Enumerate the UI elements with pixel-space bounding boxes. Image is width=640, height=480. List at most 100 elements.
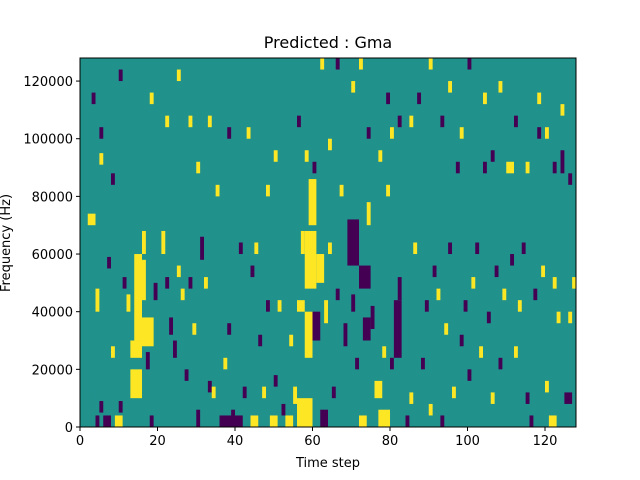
heatmap-cell	[498, 81, 503, 93]
heatmap-cell	[339, 184, 344, 197]
heatmap-cell	[142, 317, 154, 347]
heatmap-cell	[111, 173, 115, 185]
heatmap-cell	[173, 340, 177, 358]
heatmap-cell	[490, 392, 495, 404]
heatmap-cell	[297, 115, 301, 128]
heatmap-cell	[289, 334, 294, 347]
heatmap-cell	[467, 58, 472, 70]
heatmap-cell	[196, 409, 201, 427]
heatmap-cell	[479, 346, 484, 358]
heatmap-cell	[424, 300, 429, 312]
heatmap-cell	[130, 340, 143, 358]
heatmap-cell	[362, 317, 371, 341]
y-tick-label: 100000	[23, 133, 73, 148]
heatmap-cell	[169, 317, 174, 335]
heatmap-cell	[196, 161, 201, 174]
x-axis-label: Time step	[295, 456, 360, 471]
heatmap-cell	[246, 127, 251, 139]
heatmap-cell	[459, 127, 464, 139]
heatmap-cell	[285, 415, 294, 427]
heatmap-cell	[219, 415, 235, 427]
heatmap-cell	[111, 346, 115, 358]
heatmap-cell	[440, 415, 445, 427]
heatmap-cell	[517, 300, 522, 312]
heatmap-cell	[448, 81, 453, 93]
heatmap-cell	[149, 415, 154, 427]
chart-title: Predicted : Gma	[264, 33, 392, 52]
heatmap-cell	[486, 311, 491, 324]
heatmap-cell	[397, 115, 402, 128]
plot-frame	[79, 57, 577, 428]
heatmap-cell	[95, 288, 100, 312]
heatmap-cell	[560, 104, 565, 116]
heatmap-cell	[269, 415, 278, 427]
heatmap-cell	[91, 389, 96, 399]
heatmap-cell	[250, 415, 259, 427]
heatmap-cell	[207, 380, 212, 393]
heatmap-cell	[393, 300, 402, 358]
heatmap-cell	[444, 323, 449, 335]
heatmap-cell	[188, 277, 193, 289]
y-tick-label: 60000	[32, 248, 73, 263]
heatmap-cell	[459, 334, 464, 347]
heatmap-cell	[331, 386, 336, 399]
heatmap-cell	[300, 230, 305, 255]
x-tick-label: 0	[76, 434, 84, 449]
heatmap-cell	[467, 369, 472, 381]
heatmap-cell	[99, 401, 104, 413]
heatmap-cell	[498, 357, 503, 370]
heatmap-cell	[312, 161, 317, 174]
heatmap-cell	[227, 323, 232, 335]
heatmap-cell	[525, 392, 530, 404]
heatmap-cell	[304, 311, 313, 358]
heatmap-cell	[254, 242, 259, 255]
heatmap-cell	[448, 242, 453, 255]
heatmap-cell	[436, 288, 441, 301]
heatmap-cell	[87, 213, 96, 226]
heatmap-cell	[223, 357, 228, 370]
heatmap-cell	[417, 92, 422, 105]
heatmap-cell	[266, 300, 270, 312]
heatmap-cell	[378, 150, 383, 162]
heatmap-cell	[556, 311, 561, 324]
heatmap-cell	[537, 92, 542, 105]
heatmap-cell	[483, 92, 487, 105]
heatmap-cell	[281, 403, 286, 416]
heatmap-cell	[359, 415, 367, 427]
heatmap-cell	[514, 346, 518, 358]
heatmap-cell	[382, 346, 387, 358]
heatmap-cell	[525, 161, 530, 174]
heatmap-cell	[409, 392, 414, 404]
heatmap-cell	[122, 277, 127, 289]
heatmap-cell	[405, 415, 410, 427]
heatmap-cell	[320, 409, 328, 427]
heatmap-cell	[521, 242, 526, 255]
heatmap-cell	[145, 352, 150, 370]
heatmap-cell	[184, 369, 189, 381]
heatmap-cell	[490, 150, 495, 162]
x-tick-label: 20	[149, 434, 166, 449]
y-tick-label: 120000	[23, 75, 73, 90]
heatmap-cell	[235, 415, 243, 427]
heatmap-cell	[258, 334, 263, 347]
heatmap-cell	[273, 150, 278, 162]
heatmap-cell	[483, 161, 487, 174]
heatmap-cell	[304, 150, 309, 162]
heatmap-cell	[91, 92, 96, 105]
heatmap-cell	[153, 282, 158, 301]
heatmap-cell	[312, 311, 321, 341]
heatmap-cell	[262, 386, 267, 399]
x-tick-label: 120	[533, 434, 558, 449]
heatmap-cell	[502, 288, 507, 301]
heatmap-cell	[297, 398, 313, 427]
heatmap-cell	[308, 179, 317, 226]
heatmap-cell	[351, 81, 356, 93]
heatmap-cell	[99, 153, 104, 165]
heatmap-cell	[409, 115, 414, 128]
heatmap-cell	[421, 357, 425, 370]
heatmap-cell	[149, 92, 154, 105]
heatmap-cell	[165, 115, 170, 128]
heatmap-cell	[176, 265, 181, 278]
heatmap-cell	[130, 369, 143, 399]
